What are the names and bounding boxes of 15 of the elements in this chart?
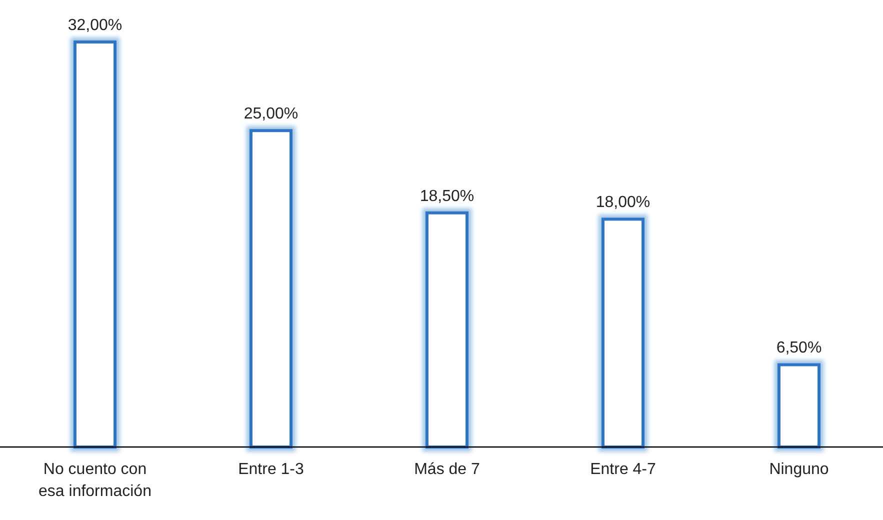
x-tick-label: No cuento con esa información: [38, 461, 152, 500]
bar: [250, 129, 292, 448]
data-label: 32,00%: [68, 17, 122, 34]
data-label: 6,50%: [776, 340, 822, 357]
data-label: 18,50%: [420, 188, 474, 205]
x-tick-label: Más de 7: [414, 461, 480, 478]
bar: [426, 211, 468, 448]
data-label: 25,00%: [244, 106, 298, 123]
bar: [778, 363, 820, 448]
x-tick-label: Entre 1-3: [238, 461, 304, 478]
x-tick-label: Ninguno: [769, 461, 829, 478]
data-label: 18,00%: [596, 194, 650, 212]
bar: [74, 40, 116, 448]
bar: [602, 218, 644, 448]
x-tick-label: Entre 4-7: [590, 461, 656, 478]
